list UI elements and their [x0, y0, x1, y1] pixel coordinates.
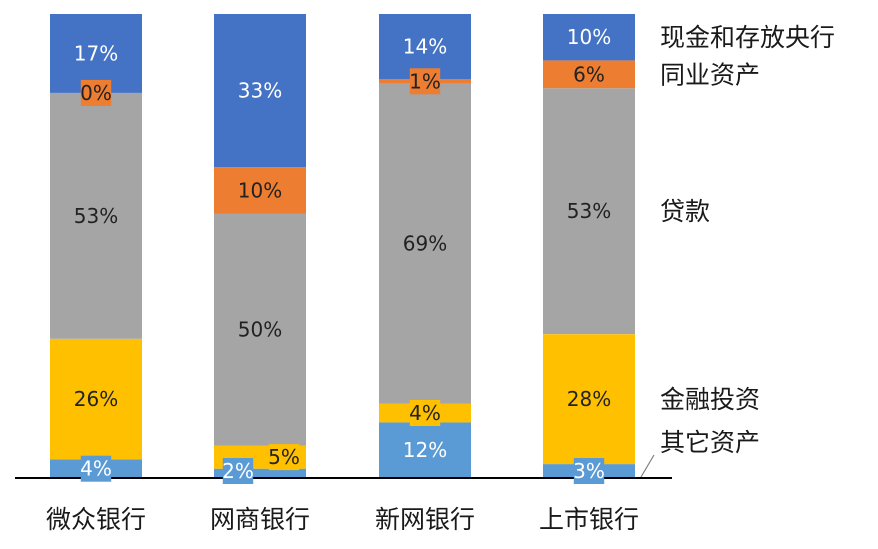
data-label-background	[573, 458, 605, 484]
bar-segment	[543, 88, 635, 335]
data-label: 2%	[222, 459, 254, 483]
data-label-background	[80, 79, 112, 106]
bar-segment	[50, 14, 142, 93]
data-label: 6%	[573, 62, 605, 86]
data-labels-layer: 4% 26% 53% 0% 17% 2% 5% 50% 10% 33% 12% 4% 69% 1% 14% 3…	[74, 25, 611, 484]
data-label-background	[409, 68, 441, 95]
bar-segment	[379, 422, 471, 478]
bar-segment	[543, 60, 635, 89]
x-tick-label: 微众银行	[46, 505, 146, 534]
legend-entry: 现金和存放央行	[660, 23, 835, 52]
data-label: 28%	[567, 387, 611, 411]
data-label: 50%	[238, 318, 282, 342]
data-label: 4%	[409, 401, 441, 425]
data-label: 1%	[409, 69, 441, 93]
bar-segment	[214, 167, 306, 214]
data-label: 26%	[74, 387, 118, 411]
legend-entry: 同业资产	[660, 60, 760, 89]
bar-segment	[543, 334, 635, 465]
legend-entry: 其它资产	[660, 428, 760, 457]
data-label: 53%	[567, 199, 611, 223]
bar-segment	[379, 83, 471, 404]
data-label: 69%	[403, 232, 447, 256]
data-label: 17%	[74, 41, 118, 65]
data-label: 33%	[238, 79, 282, 103]
data-label: 10%	[567, 25, 611, 49]
legend-entry: 贷款	[660, 197, 710, 226]
data-label: 53%	[74, 204, 118, 228]
bar-segment	[50, 338, 142, 460]
data-label: 3%	[573, 459, 605, 483]
legend-entry: 金融投资	[660, 385, 760, 414]
x-tick-label: 上市银行	[539, 505, 639, 534]
data-label: 0%	[80, 81, 112, 105]
x-tick-label: 新网银行	[375, 505, 475, 534]
bar-segment	[214, 468, 306, 478]
data-label: 10%	[238, 178, 282, 202]
bar-segment	[379, 14, 471, 79]
data-label: 12%	[403, 438, 447, 462]
data-label-background	[268, 444, 300, 471]
bar-segment	[214, 14, 306, 168]
data-label: 5%	[268, 445, 300, 469]
bar-segment	[50, 92, 142, 339]
data-label: 14%	[403, 35, 447, 59]
bars-layer	[50, 14, 635, 478]
bar-segment	[543, 14, 635, 61]
data-label-background	[222, 458, 254, 484]
data-label: 4%	[80, 457, 112, 481]
data-label-background	[80, 455, 112, 482]
bar-segment	[214, 213, 306, 446]
x-tick-label: 网商银行	[210, 505, 310, 534]
legend-leader-line	[640, 454, 655, 478]
data-label-background	[409, 400, 441, 426]
x-tick-labels: 微众银行 网商银行 新网银行 上市银行	[46, 505, 639, 534]
